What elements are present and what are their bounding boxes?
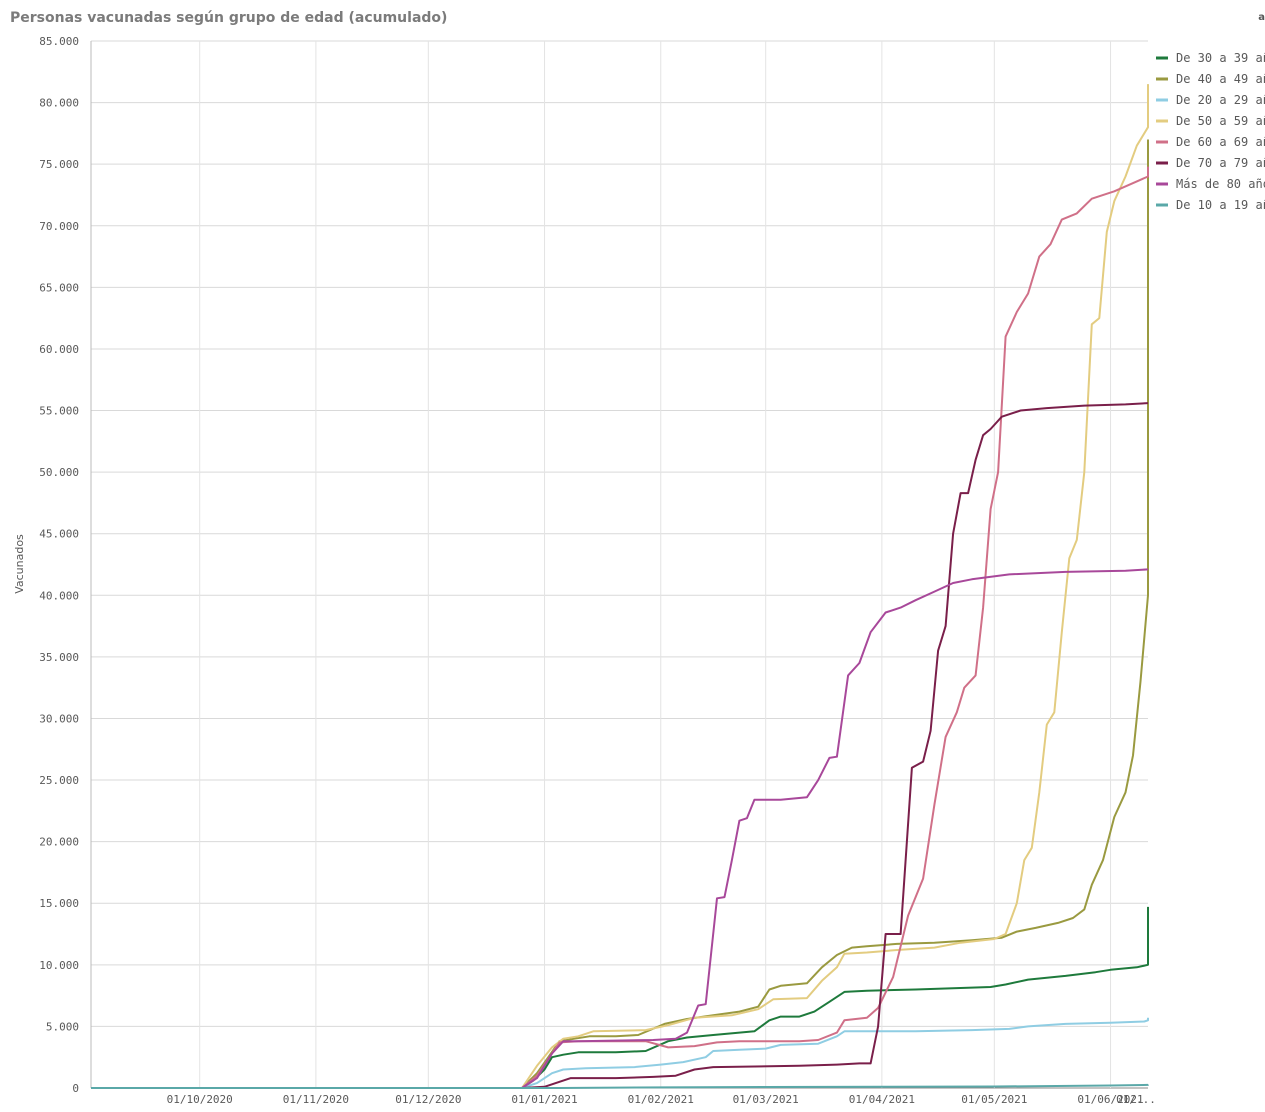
series-line <box>91 166 1149 1089</box>
series-line <box>91 139 1149 1089</box>
series-line <box>91 402 1149 1089</box>
legend-entry: Más de 80 años <box>1176 177 1265 191</box>
legend-entry: De 10 a 19 años <box>1176 198 1265 212</box>
series-lines <box>91 84 1149 1089</box>
y-tick-label: 5.000 <box>46 1020 79 1033</box>
axes: 0 5.000 10.000 15.000 20.000 25.000 30.000 35.0… <box>39 35 1156 1106</box>
x-tick-label: 01/04/2021 <box>849 1093 915 1106</box>
series-line <box>91 1017 1149 1089</box>
y-tick-label: 60.000 <box>39 343 79 356</box>
legend-entry: De 30 a 39 años <box>1176 51 1265 65</box>
legend-entry: De 50 a 59 años <box>1176 114 1265 128</box>
legend-entry: De 40 a 49 años <box>1176 72 1265 86</box>
y-tick-label: 65.000 <box>39 281 79 294</box>
y-tick-label: 10.000 <box>39 959 79 972</box>
x-tick-label: 01/... <box>1116 1093 1156 1106</box>
x-tick-label: 01/03/2021 <box>733 1093 799 1106</box>
y-tick-label: 75.000 <box>39 158 79 171</box>
x-tick-label: 01/02/2021 <box>628 1093 694 1106</box>
y-tick-label: 35.000 <box>39 651 79 664</box>
y-tick-label: 80.000 <box>39 97 79 110</box>
series-line <box>91 1083 1149 1089</box>
y-tick-label: 15.000 <box>39 897 79 910</box>
legend-entry: De 60 a 69 años <box>1176 135 1265 149</box>
y-tick-label: 20.000 <box>39 836 79 849</box>
corner-mark: a <box>1258 12 1265 23</box>
y-tick-label: 45.000 <box>39 528 79 541</box>
legend-entry: De 70 a 79 años <box>1176 156 1265 170</box>
y-tick-label: 50.000 <box>39 466 79 479</box>
y-tick-label: 55.000 <box>39 405 79 418</box>
x-tick-label: 01/10/2020 <box>167 1093 233 1106</box>
series-line <box>91 906 1149 1089</box>
grid-lines <box>91 40 1148 1089</box>
y-tick-label: 30.000 <box>39 712 79 725</box>
y-axis-label: Vacunados <box>13 534 26 594</box>
x-tick-label: 01/01/2021 <box>511 1093 577 1106</box>
y-tick-label: 25.000 <box>39 774 79 787</box>
legend-entry: De 20 a 29 años <box>1176 93 1265 107</box>
chart-title: Personas vacunadas según grupo de edad (… <box>10 10 448 26</box>
y-tick-label: 0 <box>72 1082 79 1095</box>
series-line <box>91 84 1149 1089</box>
y-tick-label: 85.000 <box>39 35 79 48</box>
legend: De 30 a 39 años De 40 a 49 años De 20 a 29… <box>1156 51 1265 212</box>
y-tick-label: 40.000 <box>39 589 79 602</box>
x-tick-label: 01/06/2021 <box>1077 1093 1143 1106</box>
y-tick-label: 70.000 <box>39 220 79 233</box>
series-line <box>91 568 1149 1089</box>
x-tick-label: 01/12/2020 <box>395 1093 461 1106</box>
x-tick-label: 01/11/2020 <box>283 1093 349 1106</box>
x-tick-label: 01/05/2021 <box>961 1093 1027 1106</box>
